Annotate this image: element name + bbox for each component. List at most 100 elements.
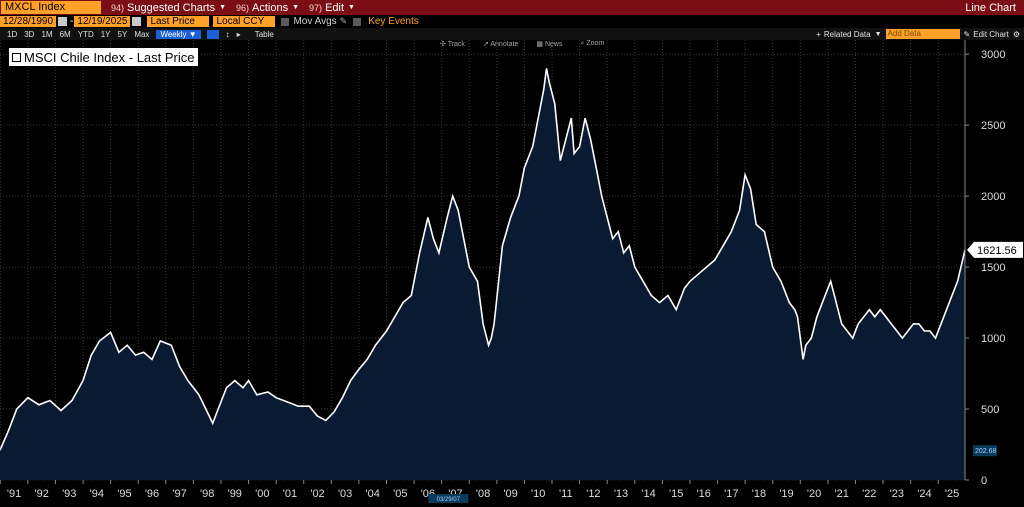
edit-menu[interactable]: 97) Edit ▼ [309,2,355,14]
key-events-label: Key Events [368,16,419,27]
min-date-badge [428,494,469,503]
period-1m[interactable]: 1M [41,29,53,39]
frequency-label: Weekly [160,29,187,39]
price-area-fill [0,68,965,481]
menu-code: 97) [309,2,323,13]
y-tick-label: 0 [981,475,987,487]
chevron-down-icon: ▼ [874,30,882,38]
pencil-icon[interactable]: ✎ [339,16,348,26]
y-tick-label: 3000 [981,49,1005,61]
plus-icon[interactable]: + [816,29,821,39]
x-tick-label: '05 [393,488,407,500]
add-data-input[interactable]: Add Data [885,29,960,39]
x-tick-label: '18 [752,488,766,500]
actions-menu[interactable]: 96) Actions ▼ [236,2,299,14]
gear-icon[interactable]: ⚙ [1012,29,1020,39]
x-tick-label: '92 [34,488,48,500]
y-tick-label: 2000 [981,191,1005,203]
x-tick-label: '95 [117,488,131,500]
calendar-icon[interactable] [132,17,142,26]
last-value-badge [967,241,1023,258]
x-tick-label: '10 [531,488,545,500]
pencil-icon[interactable]: ✎ [963,29,971,39]
period-5y[interactable]: 5Y [117,29,128,39]
x-tick-label: '96 [145,488,159,500]
bar-style-icon[interactable]: ↕ [225,29,230,39]
chart-toolbar: ✣ Track ↗ Annotate ▦ News ⌕ Zoom [440,40,622,48]
annotate-tool[interactable]: ↗ Annotate [482,41,519,48]
x-tick-label: '17 [724,488,738,500]
more-icon[interactable]: ▸ [236,29,241,39]
period-3d[interactable]: 3D [24,29,35,39]
news-tool[interactable]: ▦ News [536,41,563,48]
chevron-down-icon: ▼ [348,4,355,11]
menu-code: 96) [236,2,250,13]
x-tick-label: '11 [559,488,573,500]
x-tick-label: '13 [614,488,628,500]
x-tick-label: '97 [172,488,186,500]
x-tick-label: '98 [200,488,214,500]
zoom-tool[interactable]: ⌕ Zoom [580,40,605,47]
calendar-icon[interactable] [58,17,68,26]
min-value-label: 202.68 [975,448,997,455]
period-bar: 1D 3D 1M 6M YTD 1Y 5Y Max Weekly ▼ ↕ ▸ T… [0,28,1024,40]
menu-label: Suggested Charts [127,1,216,14]
suggested-charts-menu[interactable]: 94) Suggested Charts ▼ [111,2,226,14]
x-tick-label: '12 [586,488,600,500]
legend-label: MSCI Chile Index - Last Price [24,49,195,65]
y-tick-label: 1500 [981,262,1005,274]
x-tick-label: '21 [835,488,849,500]
ticker-input[interactable]: MXCL Index [1,1,101,14]
chart-type-label: Line Chart [965,1,1016,14]
currency-select[interactable]: Local CCY [213,16,276,27]
x-tick-label: '01 [283,488,297,500]
track-tool[interactable]: ✣ Track [440,41,465,48]
x-tick-label: '14 [641,488,655,500]
mov-avgs-label: Mov Avgs [293,16,337,27]
x-tick-label: '08 [476,488,490,500]
zoom-tool-label: Zoom [586,40,605,47]
min-value-badge [973,445,997,457]
period-1d[interactable]: 1D [7,29,18,39]
end-date-input[interactable]: 12/19/2025 [74,16,131,27]
y-tick-label: 500 [981,404,999,416]
date-separator: - [70,16,74,27]
y-tick-label: 2500 [981,120,1005,132]
x-tick-label: '04 [366,488,380,500]
x-tick-label: '94 [90,488,104,500]
x-tick-label: '91 [7,488,21,500]
x-axis: '91 '92 '93 '94 '95 '96 '97 '98 '99 '00 '01 '02 '03 '… [0,480,959,500]
period-1y[interactable]: 1Y [100,29,111,39]
period-ytd[interactable]: YTD [77,29,94,39]
top-command-bar: MXCL Index 94) Suggested Charts ▼ 96) Ac… [0,0,1024,15]
field-select[interactable]: Last Price [147,16,210,27]
annotate-tool-label: Annotate [490,41,519,48]
x-tick-label: '20 [807,488,821,500]
min-date-label: 03/29/07 [437,497,461,503]
menu-label: Actions [252,1,289,14]
y-axis: 0 500 1000 1500 2000 2500 3000 [965,49,1005,487]
key-events-checkbox[interactable] [353,17,362,26]
chart-legend[interactable]: MSCI Chile Index - Last Price [8,47,199,67]
start-date-input[interactable]: 12/28/1990 [0,16,57,27]
period-6m[interactable]: 6M [59,29,71,39]
period-max[interactable]: Max [134,29,150,39]
frequency-select[interactable]: Weekly ▼ [156,29,201,39]
x-tick-label: '02 [310,488,324,500]
price-chart[interactable]: 0 500 1000 1500 2000 2500 3000 '91 '92 '93 '94 '95… [0,40,1024,507]
x-tick-label: '93 [62,488,76,500]
price-line [0,68,966,451]
chevron-down-icon: ▼ [292,4,300,11]
chart-style-icon[interactable] [206,29,219,39]
chevron-down-icon: ▼ [219,4,227,11]
x-tick-label: '00 [255,488,269,500]
related-data-button[interactable]: Related Data [823,29,871,39]
x-tick-label: '22 [862,488,876,500]
y-tick-label: 1000 [981,333,1005,345]
table-button[interactable]: Table [254,29,274,39]
x-tick-label: '23 [890,488,904,500]
edit-chart-button[interactable]: Edit Chart [973,29,1009,39]
mov-avgs-checkbox[interactable] [281,17,290,26]
x-tick-label: '16 [697,488,711,500]
x-tick-label: '09 [503,488,517,500]
